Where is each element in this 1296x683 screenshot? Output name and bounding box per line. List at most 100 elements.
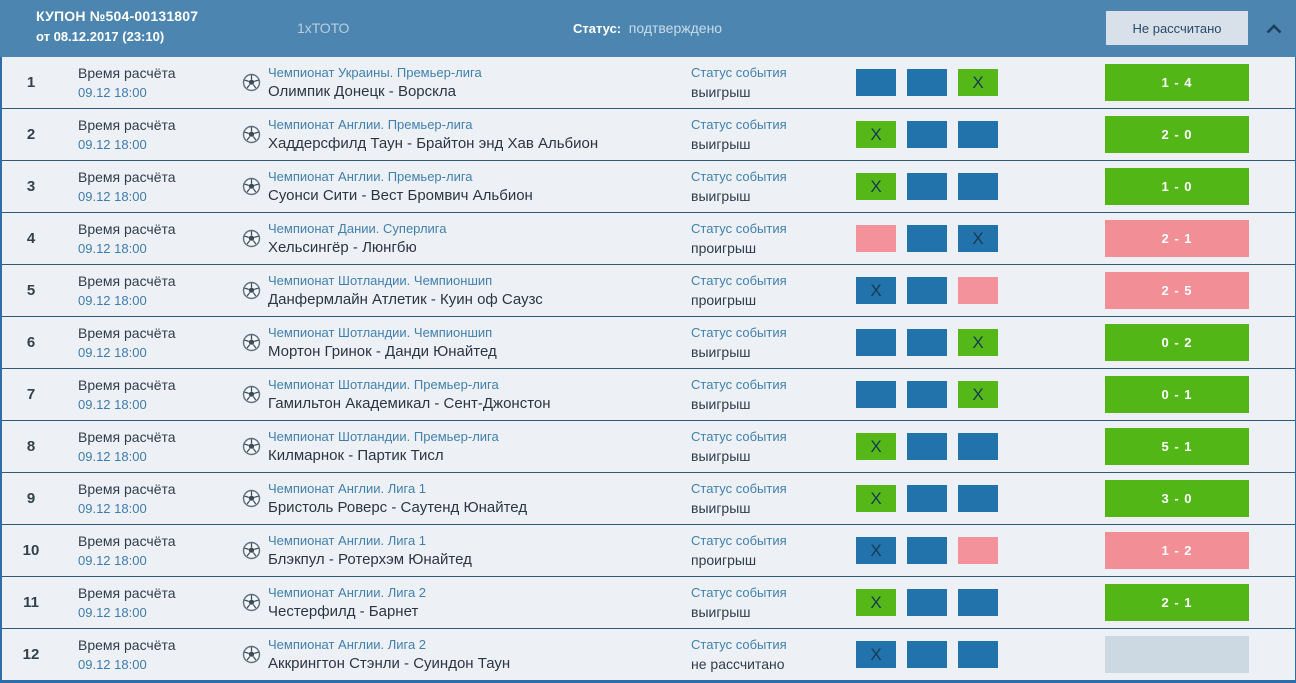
league-link[interactable]: Чемпионат Англии. Премьер-лига bbox=[268, 169, 473, 184]
event-status-label: Статус события bbox=[691, 429, 787, 444]
pick-box bbox=[958, 485, 998, 512]
row-number: 10 bbox=[22, 542, 40, 559]
pick-box bbox=[856, 329, 896, 356]
match-cell: Чемпионат Дании. Суперлига Хельсингёр - … bbox=[225, 221, 691, 256]
soccer-ball-icon bbox=[242, 177, 262, 197]
coupon-header: КУПОН №504-00131807 от 08.12.2017 (23:10… bbox=[0, 0, 1296, 57]
pick-box bbox=[907, 485, 947, 512]
settlement-time-cell: Время расчёта 09.12 18:00 bbox=[60, 169, 225, 204]
event-status-label: Статус события bbox=[691, 65, 787, 80]
score-badge: 1 - 4 bbox=[1105, 64, 1249, 101]
table-row: 8 Время расчёта 09.12 18:00 Чемпионат Шо… bbox=[2, 421, 1295, 473]
score-badge: 1 - 0 bbox=[1105, 168, 1249, 205]
pick-box bbox=[958, 433, 998, 460]
pick-box: X bbox=[856, 433, 896, 460]
table-row: 5 Время расчёта 09.12 18:00 Чемпионат Шо… bbox=[2, 265, 1295, 317]
event-status-value: проигрыш bbox=[691, 292, 757, 308]
pick-box: X bbox=[856, 173, 896, 200]
match-cell: Чемпионат Шотландии. Премьер-лига Гамиль… bbox=[225, 377, 691, 412]
event-status-label: Статус события bbox=[691, 585, 787, 600]
match-cell: Чемпионат Англии. Премьер-лига Суонси Си… bbox=[225, 169, 691, 204]
match-name: Блэкпул - Ротерхэм Юнайтед bbox=[268, 551, 472, 568]
row-number: 3 bbox=[26, 178, 36, 195]
settlement-time-label: Время расчёта bbox=[78, 169, 176, 185]
row-number: 1 bbox=[26, 74, 36, 91]
score-cell: 2 - 1 bbox=[1105, 584, 1295, 621]
league-link[interactable]: Чемпионат Шотландии. Чемпионшип bbox=[268, 273, 493, 288]
match-text: Чемпионат Англии. Лига 1 Бристоль Роверс… bbox=[268, 481, 527, 516]
coupon-id-block: КУПОН №504-00131807 от 08.12.2017 (23:10… bbox=[36, 8, 198, 44]
league-link[interactable]: Чемпионат Шотландии. Премьер-лига bbox=[268, 429, 499, 444]
pick-box bbox=[907, 225, 947, 252]
league-link[interactable]: Чемпионат Украины. Премьер-лига bbox=[268, 65, 482, 80]
pick-boxes: X bbox=[856, 485, 1105, 512]
settlement-time-label: Время расчёта bbox=[78, 637, 176, 653]
match-name: Килмарнок - Партик Тисл bbox=[268, 447, 444, 464]
pick-box bbox=[958, 121, 998, 148]
event-status-value: выигрыш bbox=[691, 604, 751, 620]
pick-box bbox=[958, 277, 998, 304]
league-link[interactable]: Чемпионат Шотландии. Чемпионшип bbox=[268, 325, 493, 340]
event-status-cell: Статус события не рассчитано bbox=[691, 637, 856, 672]
event-status-value: проигрыш bbox=[691, 552, 757, 568]
league-link[interactable]: Чемпионат Англии. Лига 2 bbox=[268, 637, 427, 652]
score-cell: 2 - 5 bbox=[1105, 272, 1295, 309]
event-status-cell: Статус события выигрыш bbox=[691, 481, 856, 516]
match-cell: Чемпионат Украины. Премьер-лига Олимпик … bbox=[225, 65, 691, 100]
match-cell: Чемпионат Англии. Лига 2 Аккрингтон Стэн… bbox=[225, 637, 691, 672]
soccer-ball-icon bbox=[242, 541, 262, 561]
league-link[interactable]: Чемпионат Шотландии. Премьер-лига bbox=[268, 377, 499, 392]
match-name: Олимпик Донецк - Ворскла bbox=[268, 83, 456, 100]
score-badge: 3 - 0 bbox=[1105, 480, 1249, 517]
score-badge: 2 - 5 bbox=[1105, 272, 1249, 309]
pick-boxes: X bbox=[856, 641, 1105, 668]
table-row: 7 Время расчёта 09.12 18:00 Чемпионат Шо… bbox=[2, 369, 1295, 421]
settlement-time-cell: Время расчёта 09.12 18:00 bbox=[60, 429, 225, 464]
pick-boxes: X bbox=[856, 121, 1105, 148]
settlement-time-cell: Время расчёта 09.12 18:00 bbox=[60, 533, 225, 568]
league-link[interactable]: Чемпионат Англии. Лига 1 bbox=[268, 533, 427, 548]
pick-boxes: X bbox=[856, 277, 1105, 304]
coupon-status-label: Статус: bbox=[573, 21, 622, 36]
pick-box bbox=[907, 329, 947, 356]
settlement-time-value: 09.12 18:00 bbox=[78, 657, 147, 672]
settlement-time-label: Время расчёта bbox=[78, 65, 176, 81]
pick-box: X bbox=[856, 589, 896, 616]
soccer-ball-icon bbox=[242, 645, 262, 665]
settlement-time-cell: Время расчёта 09.12 18:00 bbox=[60, 637, 225, 672]
pick-box: X bbox=[856, 641, 896, 668]
event-status-cell: Статус события выигрыш bbox=[691, 377, 856, 412]
event-status-cell: Статус события проигрыш bbox=[691, 273, 856, 308]
match-text: Чемпионат Англии. Лига 2 Аккрингтон Стэн… bbox=[268, 637, 510, 672]
event-status-label: Статус события bbox=[691, 637, 787, 652]
match-text: Чемпионат Шотландии. Чемпионшип Данфермл… bbox=[268, 273, 543, 308]
league-link[interactable]: Чемпионат Дании. Суперлига bbox=[268, 221, 447, 236]
event-status-cell: Статус события выигрыш bbox=[691, 429, 856, 464]
pick-box bbox=[958, 589, 998, 616]
score-cell: 0 - 2 bbox=[1105, 324, 1295, 361]
score-cell: 2 - 1 bbox=[1105, 220, 1295, 257]
settlement-time-label: Время расчёта bbox=[78, 273, 176, 289]
settlement-time-label: Время расчёта bbox=[78, 117, 176, 133]
pick-box: X bbox=[856, 277, 896, 304]
chevron-up-icon[interactable] bbox=[1265, 22, 1283, 34]
match-text: Чемпионат Англии. Премьер-лига Хаддерсфи… bbox=[268, 117, 598, 152]
pick-box: X bbox=[958, 225, 998, 252]
league-link[interactable]: Чемпионат Англии. Лига 2 bbox=[268, 585, 427, 600]
settlement-time-value: 09.12 18:00 bbox=[78, 397, 147, 412]
league-link[interactable]: Чемпионат Англии. Лига 1 bbox=[268, 481, 427, 496]
match-cell: Чемпионат Англии. Лига 1 Блэкпул - Ротер… bbox=[225, 533, 691, 568]
pick-boxes: X bbox=[856, 537, 1105, 564]
pick-box bbox=[958, 641, 998, 668]
settlement-time-value: 09.12 18:00 bbox=[78, 345, 147, 360]
table-row: 6 Время расчёта 09.12 18:00 Чемпионат Шо… bbox=[2, 317, 1295, 369]
league-link[interactable]: Чемпионат Англии. Премьер-лига bbox=[268, 117, 473, 132]
row-number: 6 bbox=[26, 334, 36, 351]
score-cell: 3 - 0 bbox=[1105, 480, 1295, 517]
settlement-time-label: Время расчёта bbox=[78, 533, 176, 549]
match-text: Чемпионат Дании. Суперлига Хельсингёр - … bbox=[268, 221, 447, 256]
match-cell: Чемпионат Англии. Лига 2 Честерфилд - Ба… bbox=[225, 585, 691, 620]
soccer-ball-icon bbox=[242, 489, 262, 509]
settlement-time-value: 09.12 18:00 bbox=[78, 605, 147, 620]
